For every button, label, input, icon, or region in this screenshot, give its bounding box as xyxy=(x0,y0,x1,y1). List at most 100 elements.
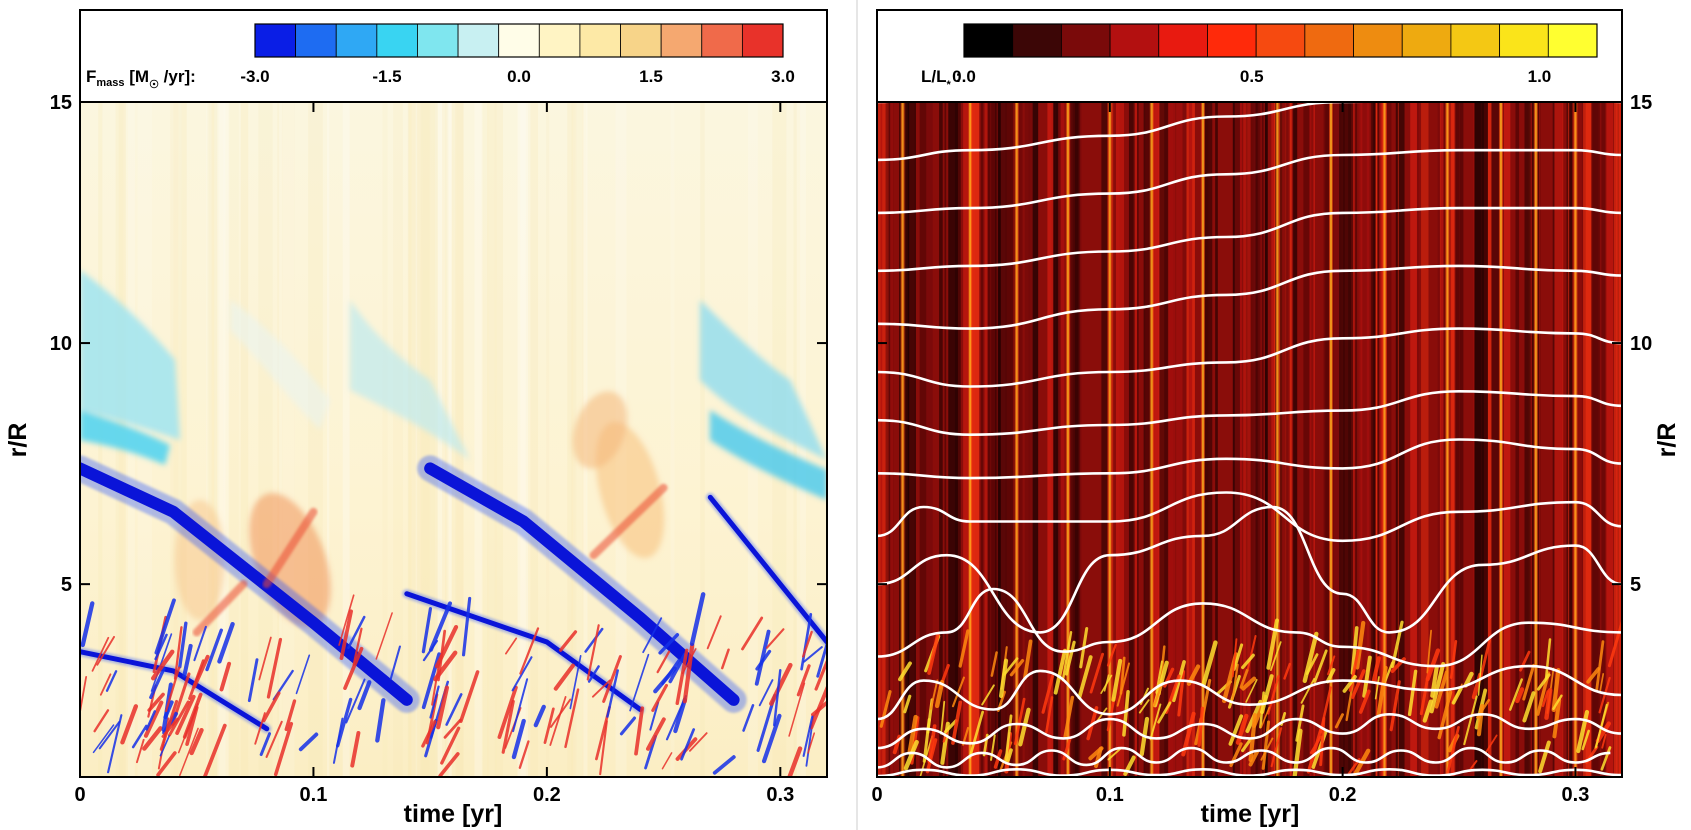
small-infall-streak xyxy=(357,680,372,711)
luminosity-streak xyxy=(1270,727,1283,768)
small-infall-streak xyxy=(512,678,529,733)
halo-region-5 xyxy=(710,410,827,500)
luminosity-streak xyxy=(1228,714,1244,746)
small-outflow-streak xyxy=(421,720,437,748)
luminosity-column xyxy=(1313,102,1315,777)
small-outflow-streak xyxy=(505,637,518,655)
colorbar-tick-label: 1.5 xyxy=(639,67,663,86)
mass-shell-trajectory xyxy=(877,746,1611,769)
luminosity-column xyxy=(1566,102,1574,777)
colorbar-cell xyxy=(1353,23,1403,58)
small-outflow-streak xyxy=(177,703,199,754)
colorbar-tick-label: -3.0 xyxy=(240,67,269,86)
luminosity-streak xyxy=(1239,668,1249,689)
small-outflow-streak xyxy=(788,682,806,737)
infall-streak xyxy=(707,494,827,645)
left-y-axis-label: r/R xyxy=(4,423,32,458)
luminosity-column xyxy=(1232,102,1235,777)
colorbar-cell xyxy=(1109,23,1160,58)
left-x-axis-label: time [yr] xyxy=(404,800,503,828)
luminosity-column xyxy=(1591,102,1601,777)
luminosity-column xyxy=(1145,102,1150,777)
small-outflow-streak xyxy=(436,685,450,730)
luminosity-streak xyxy=(1620,691,1622,697)
texture-column xyxy=(488,102,496,777)
luminosity-streak xyxy=(1063,695,1075,739)
x-tick-label: 0.2 xyxy=(533,784,561,806)
right-plot-frame xyxy=(876,101,1623,778)
texture-column xyxy=(546,102,550,777)
luminosity-streak xyxy=(1300,677,1316,704)
luminosity-column xyxy=(1375,102,1378,777)
luminosity-column xyxy=(1202,102,1213,777)
luminosity-column xyxy=(1057,102,1065,777)
luminosity-column xyxy=(995,102,997,777)
small-infall-streak xyxy=(761,713,782,764)
small-infall-streak xyxy=(461,596,472,657)
small-infall-streak xyxy=(131,724,148,749)
luminosity-streak xyxy=(951,700,963,745)
small-outflow-streak xyxy=(168,700,190,737)
luminosity-streak xyxy=(927,632,940,675)
small-infall-streak xyxy=(802,715,814,757)
luminosity-column xyxy=(984,102,988,777)
luminosity-streak xyxy=(1061,631,1073,682)
mass-shell-trajectory xyxy=(877,587,1622,668)
bright-column-core xyxy=(1150,102,1153,777)
right-heatmap xyxy=(877,102,1622,777)
luminosity-streak xyxy=(1305,653,1319,676)
bright-column-core xyxy=(1534,102,1537,777)
luminosity-streak xyxy=(1077,655,1093,700)
right-y-axis-label: r/R xyxy=(1653,423,1681,458)
luminosity-streak xyxy=(1064,640,1076,676)
luminosity-streak xyxy=(1522,691,1536,723)
luminosity-streak xyxy=(907,714,918,755)
colorbar-cell xyxy=(1547,23,1598,58)
luminosity-streak xyxy=(1261,720,1271,770)
texture-column xyxy=(422,102,438,777)
luminosity-column xyxy=(980,102,984,777)
luminosity-streak xyxy=(1246,635,1257,670)
small-outflow-streak xyxy=(646,717,666,751)
small-infall-streak xyxy=(217,621,235,664)
small-outflow-streak xyxy=(93,709,110,733)
texture-column xyxy=(173,102,187,777)
luminosity-streak xyxy=(990,651,998,677)
luminosity-column xyxy=(995,102,999,777)
mass-shell-trajectory xyxy=(877,264,1622,330)
luminosity-streak xyxy=(1231,663,1239,701)
mass-shell-trajectory xyxy=(877,491,1622,543)
luminosity-streak xyxy=(1389,680,1401,732)
bright-column-core xyxy=(1201,102,1204,777)
luminosity-column xyxy=(1524,102,1534,777)
small-outflow-streak xyxy=(80,675,88,713)
luminosity-column xyxy=(948,102,958,777)
colorbar-cell xyxy=(1304,23,1354,58)
texture-column xyxy=(417,102,430,777)
texture-column xyxy=(279,102,295,777)
luminosity-streak xyxy=(1149,703,1162,741)
small-outflow-streak xyxy=(656,650,671,674)
small-outflow-streak xyxy=(440,726,461,765)
small-outflow-streak xyxy=(437,629,447,682)
small-infall-streak xyxy=(154,633,168,661)
small-outflow-streak xyxy=(688,732,708,752)
infall-streak xyxy=(80,462,413,706)
colorbar-cell xyxy=(1255,23,1306,58)
bright-column-core xyxy=(1574,102,1577,777)
luminosity-streak xyxy=(1362,655,1372,698)
luminosity-streak xyxy=(1138,699,1150,714)
small-infall-streak xyxy=(816,639,827,678)
colorbar-cell xyxy=(579,23,621,58)
luminosity-streak xyxy=(927,724,937,764)
luminosity-streak xyxy=(1522,663,1536,701)
luminosity-column xyxy=(1101,102,1108,777)
luminosity-streak xyxy=(1451,686,1463,705)
small-outflow-streak xyxy=(135,738,145,764)
luminosity-column xyxy=(1016,102,1023,777)
luminosity-column xyxy=(1032,102,1039,777)
texture-column xyxy=(217,102,229,777)
outflow-streak xyxy=(589,483,668,560)
small-outflow-streak xyxy=(459,670,480,723)
luminosity-streak xyxy=(1449,640,1458,679)
